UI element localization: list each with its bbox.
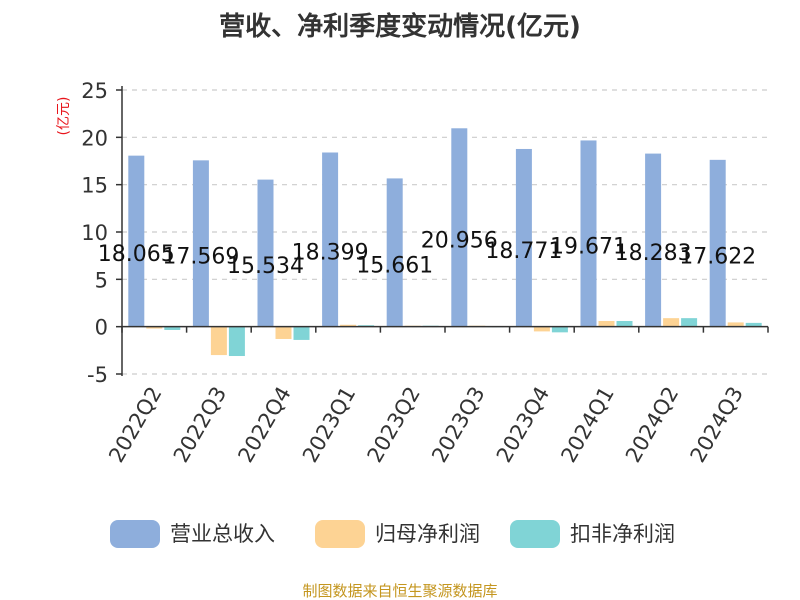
legend-label: 营业总收入 [170,522,275,546]
y-axis-ticks: 25 20 15 10 5 0 -5 [81,79,122,387]
bar-revenue-2023Q1 [322,152,339,327]
bar-deducted-net-profit-2024Q3 [745,322,762,327]
revenue-value-label: 15.534 [227,254,304,279]
bar-revenue-2024Q3 [709,159,726,327]
y-tick-label: 25 [81,79,108,103]
y-tick-label: 15 [81,174,108,198]
bar-net-profit-2022Q2 [146,326,163,329]
bars-group [128,128,762,357]
y-axis-label: (亿元) [56,97,72,136]
bar-revenue-2023Q3 [451,128,468,327]
bar-deducted-net-profit-2023Q4 [551,326,568,333]
revenue-value-label: 17.569 [162,245,239,270]
bar-revenue-2024Q2 [645,153,662,327]
x-axis-ticks: 2022Q2 2022Q3 2022Q4 2023Q1 2023Q2 2023Q3 2023… [104,383,748,467]
legend-item-revenue[interactable]: 营业总收入 [110,520,275,548]
revenue-value-label: 17.622 [679,244,756,269]
data-labels: 18.06517.56915.53418.39915.66120.95618.7… [98,228,756,279]
x-tick-label: 2022Q2 [104,383,166,467]
x-tick-label: 2023Q4 [492,383,554,467]
revenue-value-label: 18.771 [485,239,562,264]
bar-net-profit-2024Q3 [727,322,744,327]
bar-net-profit-2023Q1 [340,324,357,327]
bar-revenue-2022Q4 [257,179,274,327]
bar-net-profit-2024Q1 [598,320,615,327]
bar-revenue-2024Q1 [580,140,597,327]
y-tick-label: 5 [95,268,108,292]
chart-title: 营收、净利季度变动情况(亿元) [219,11,581,42]
x-tick-label: 2024Q2 [621,383,683,467]
x-tick-label: 2023Q3 [427,383,489,467]
bar-net-profit-2024Q2 [663,318,680,327]
revenue-value-label: 18.399 [292,241,369,266]
x-tick-label: 2024Q3 [686,383,748,467]
bar-revenue-2022Q3 [192,160,209,327]
axes [121,86,769,376]
bar-deducted-net-profit-2024Q1 [616,320,633,327]
y-tick-label: -5 [87,363,108,387]
legend-item-net-profit[interactable]: 归母净利润 [315,520,480,548]
x-tick-label: 2022Q4 [233,383,295,467]
legend[interactable]: 营业总收入 归母净利润 扣非净利润 [110,520,675,548]
revenue-value-label: 18.283 [615,241,692,266]
revenue-value-label: 18.065 [98,242,175,267]
bar-revenue-2023Q4 [515,148,532,327]
legend-swatch [110,520,160,548]
source-note: 制图数据来自恒生聚源数据库 [302,582,497,600]
bar-net-profit-2023Q4 [533,326,550,332]
legend-swatch [315,520,365,548]
x-tick-label: 2023Q1 [298,383,360,467]
legend-item-deducted-net-profit[interactable]: 扣非净利润 [510,520,675,548]
revenue-value-label: 19.671 [550,235,627,260]
bar-deducted-net-profit-2022Q3 [228,326,245,357]
bar-deducted-net-profit-2024Q2 [681,318,698,327]
x-tick-label: 2022Q3 [169,383,231,467]
legend-swatch [510,520,560,548]
bar-revenue-2022Q2 [128,155,145,327]
y-tick-label: 20 [81,126,108,150]
bar-revenue-2023Q2 [386,178,403,327]
revenue-value-label: 15.661 [356,254,433,279]
legend-label: 扣非净利润 [570,522,675,546]
bar-net-profit-2022Q4 [275,326,292,339]
y-tick-label: 0 [95,316,108,340]
bar-deducted-net-profit-2022Q2 [164,326,181,330]
bar-net-profit-2022Q3 [210,326,227,356]
x-tick-label: 2023Q2 [363,383,425,467]
bar-deducted-net-profit-2022Q4 [293,326,310,340]
x-tick-label: 2024Q1 [556,383,618,467]
y-tick-label: 10 [81,221,108,245]
legend-label: 归母净利润 [375,522,480,546]
revenue-value-label: 20.956 [421,228,498,253]
